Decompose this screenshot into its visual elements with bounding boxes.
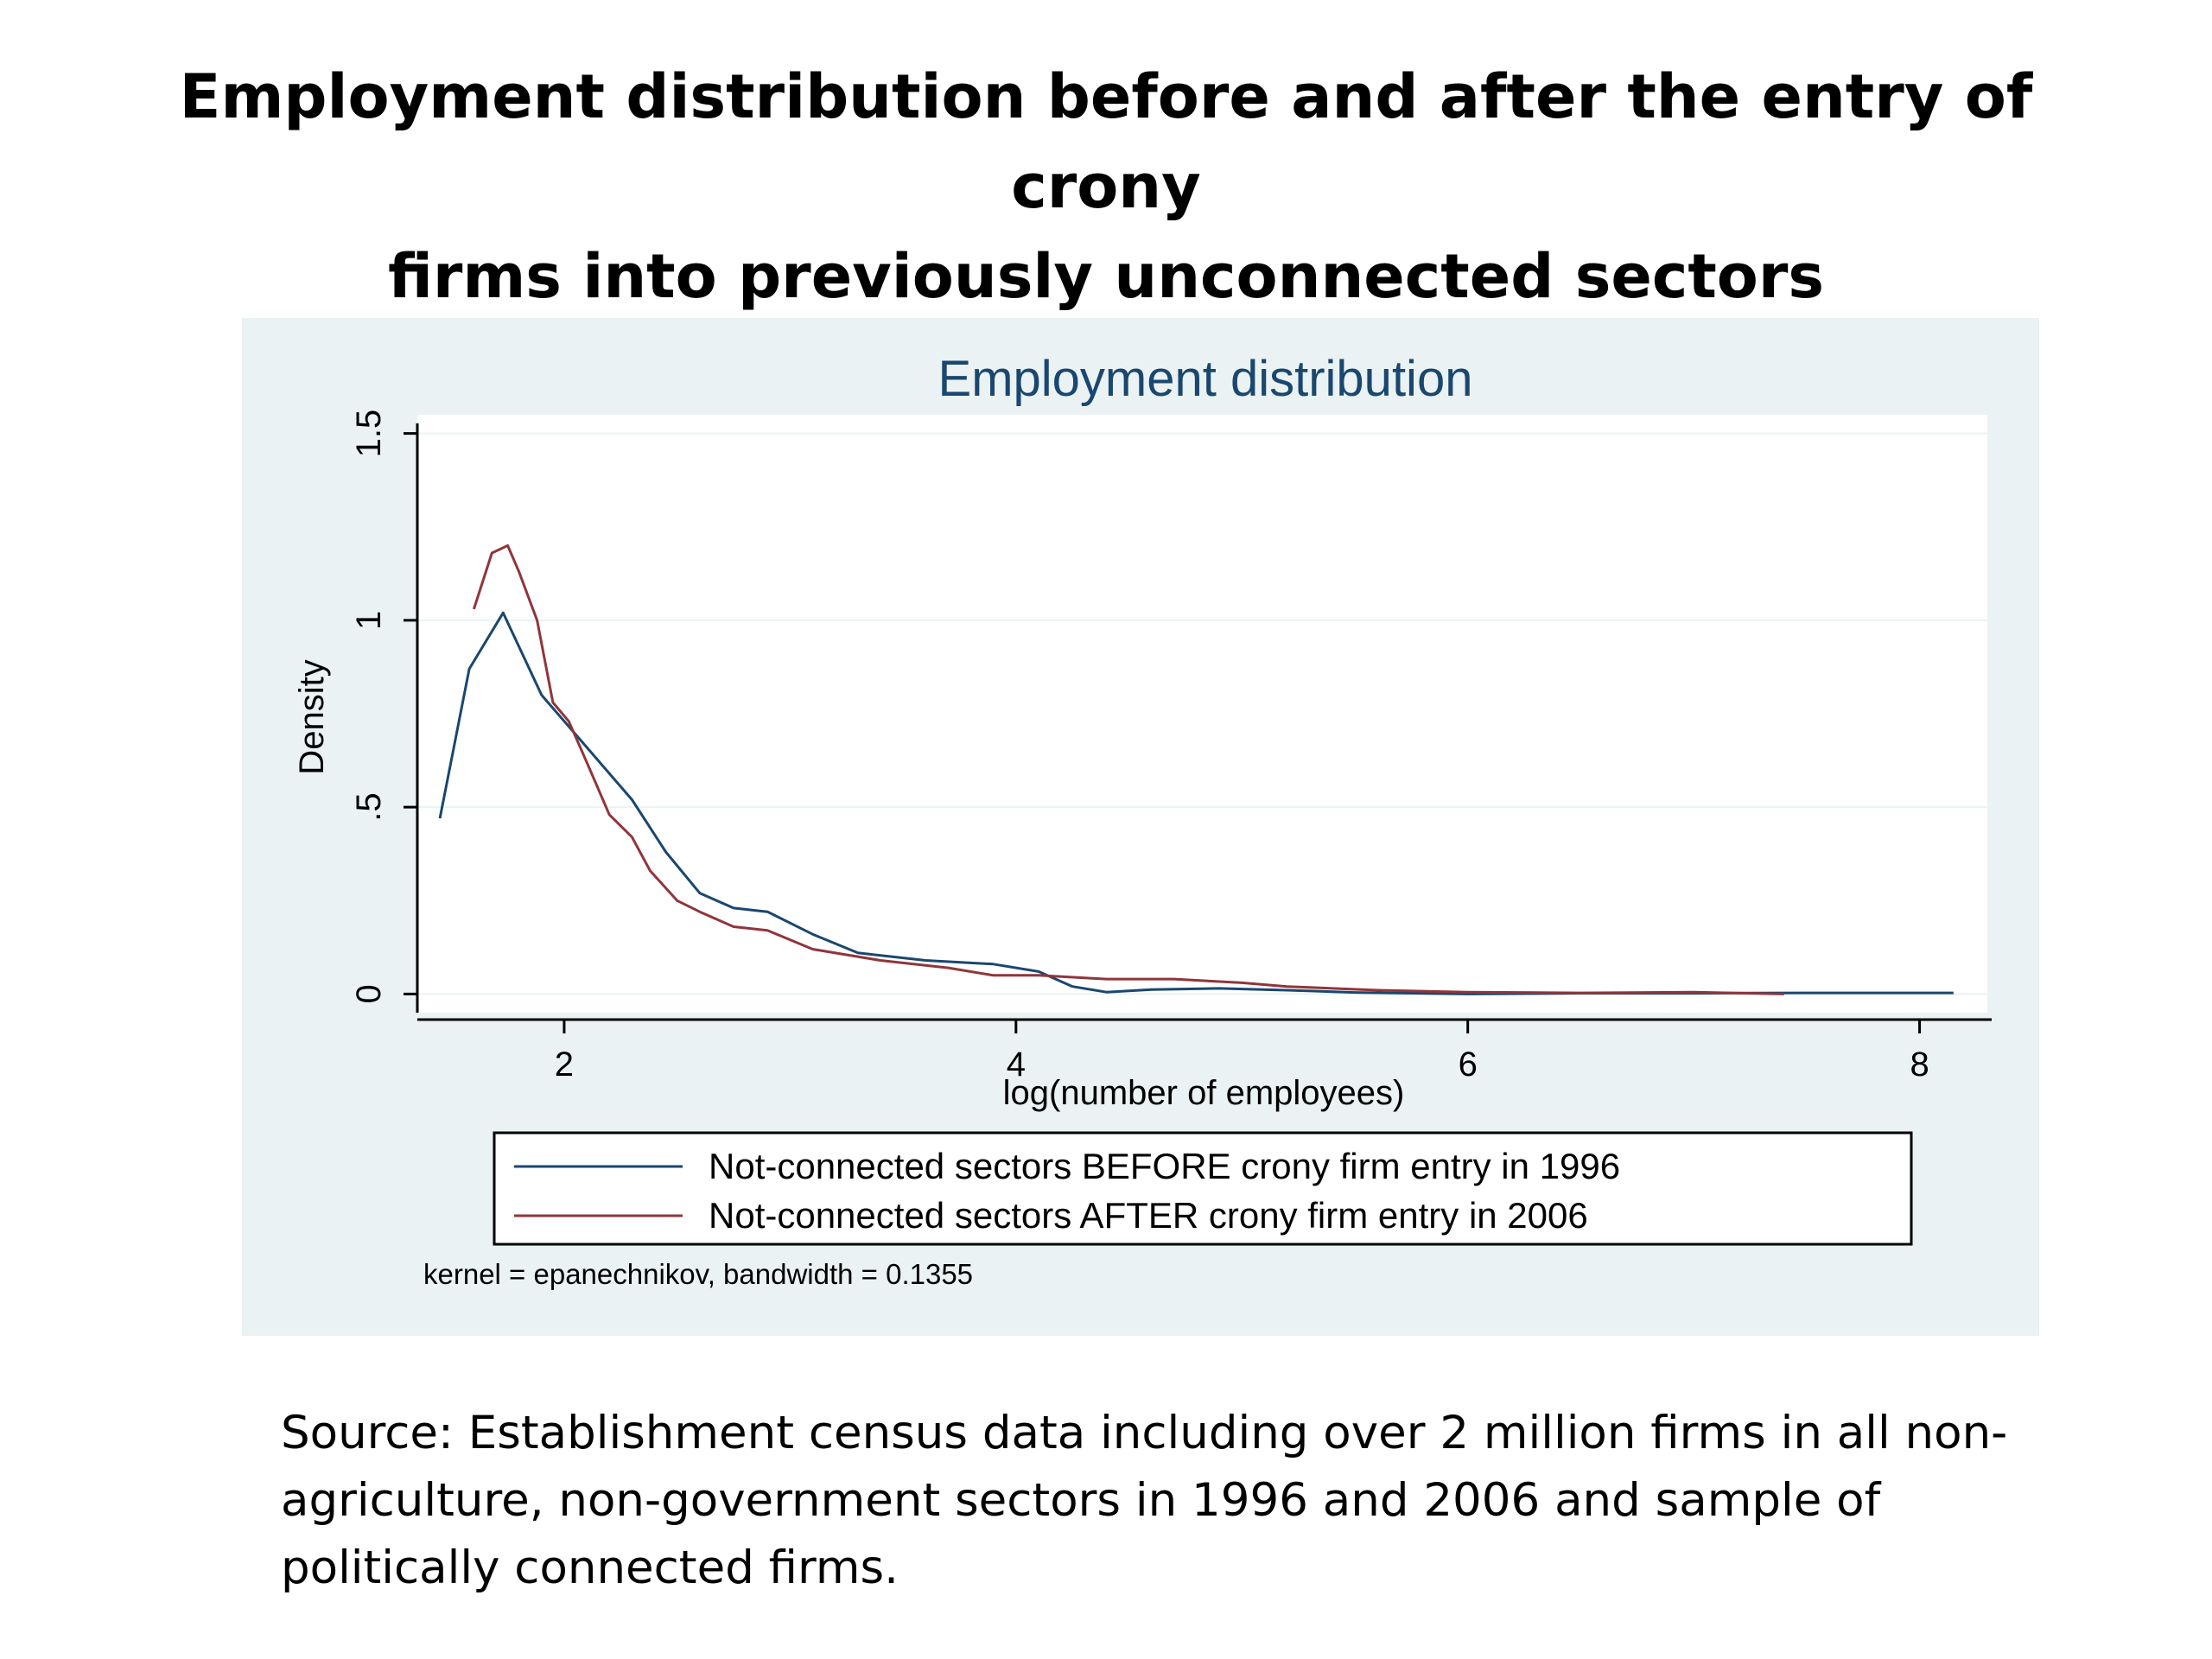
source-line: Source: Establishment census data includ… — [281, 1407, 2008, 1459]
series-lines — [438, 543, 1954, 995]
slide-title-line: firms into previously unconnected sector… — [387, 241, 1825, 312]
x-tick-label: 4 — [1007, 1046, 1026, 1084]
series-line-after — [472, 543, 1784, 995]
source-line: politically connected firms. — [281, 1541, 899, 1594]
y-tick-label: .5 — [350, 792, 388, 821]
x-tick-label: 8 — [1910, 1046, 1929, 1084]
kernel-note: kernel = epanechnikov, bandwidth = 0.135… — [423, 1258, 973, 1290]
slide-title-line: Employment distribution before and after… — [179, 61, 2033, 222]
plot-area — [417, 415, 1987, 1013]
x-tick-label: 2 — [555, 1046, 574, 1084]
axes: 0 .5 1 1.5 2 4 6 8 — [350, 410, 1992, 1084]
series-line-before — [438, 611, 1954, 995]
legend-box — [493, 1131, 1913, 1246]
y-tick-label: 0 — [350, 984, 388, 1003]
legend-label-after: Not-connected sectors AFTER crony firm e… — [709, 1195, 1588, 1236]
legend-label-before: Not-connected sectors BEFORE crony firm … — [709, 1146, 1620, 1186]
y-axis-label: Density — [293, 659, 331, 774]
x-axis-label: log(number of employees) — [1003, 1074, 1405, 1112]
y-tick-label: 1.5 — [350, 410, 388, 458]
chart-title: Employment distribution — [938, 351, 1473, 407]
y-tick-label: 1 — [350, 611, 388, 630]
source-line: agriculture, non-government sectors in 1… — [281, 1474, 1881, 1527]
slide-title: Employment distribution before and after… — [121, 52, 2091, 321]
legend: Not-connected sectors BEFORE crony firm … — [493, 1131, 1913, 1246]
source-note: Source: Establishment census data includ… — [281, 1400, 2052, 1602]
x-tick-label: 6 — [1459, 1046, 1478, 1084]
